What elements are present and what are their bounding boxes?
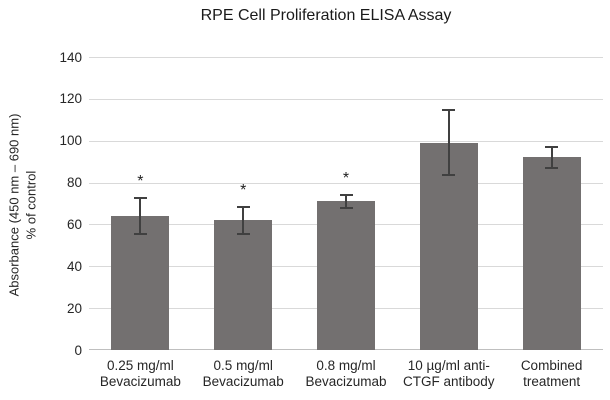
x-axis-label-line: Combined: [520, 358, 583, 373]
gridline: [89, 182, 603, 184]
bar: [419, 142, 478, 350]
x-axis-label-line: CTGF antibody: [403, 374, 495, 389]
error-bar-cap: [442, 174, 456, 177]
x-axis-label: 0.5 mg/ml Bevacizumab: [183, 358, 303, 390]
x-axis-label-line: 0.8 mg/ml: [316, 358, 376, 373]
x-axis-label-line: Bevacizumab: [202, 374, 284, 389]
gridline: [89, 57, 603, 58]
error-bar-cap: [339, 194, 353, 197]
x-axis-label: 10 µg/ml anti- CTGF antibody: [389, 358, 509, 390]
significance-asterisk: *: [137, 173, 144, 191]
y-tick-label: 100: [59, 133, 82, 149]
y-axis-title: Absorbance (450 nm – 690 nm) % of contro…: [6, 59, 42, 352]
x-axis-label-line: 0.5 mg/ml: [213, 358, 273, 373]
y-tick-label: 140: [59, 49, 82, 65]
significance-asterisk: *: [240, 181, 247, 199]
error-bar: [345, 194, 347, 209]
chart-title: RPE Cell Proliferation ELISA Assay: [200, 7, 452, 24]
error-bar: [447, 109, 450, 177]
error-bar-cap: [133, 232, 147, 235]
error-bar-cap: [133, 197, 147, 200]
bar: [522, 157, 581, 350]
y-tick-label: 80: [66, 175, 82, 191]
y-tick-label: 0: [74, 342, 82, 358]
error-bar: [139, 197, 142, 235]
error-bar-cap: [442, 109, 456, 112]
y-tick-label: 120: [59, 91, 82, 107]
y-tick-label: 20: [66, 300, 82, 316]
x-axis-label-line: Bevacizumab: [305, 374, 387, 389]
bar: [214, 220, 273, 350]
error-bar-cap: [545, 166, 559, 169]
plot-area: * * *: [89, 57, 603, 350]
x-axis-label: 0.25 mg/ml Bevacizumab: [80, 358, 200, 390]
error-bar-cap: [236, 232, 250, 235]
error-bar-cap: [236, 205, 250, 208]
error-bar: [550, 145, 553, 169]
bar: [317, 201, 375, 350]
y-axis-title-line2: % of control: [23, 170, 39, 240]
error-bar-cap: [545, 145, 559, 148]
x-axis-label: 0.8 mg/ml Bevacizumab: [286, 358, 406, 390]
y-axis-title-line1: Absorbance (450 nm – 690 nm): [6, 113, 22, 297]
x-axis-label: Combined treatment: [492, 358, 610, 390]
gridline: [89, 140, 603, 142]
significance-asterisk: *: [342, 170, 350, 188]
error-bar-cap: [339, 206, 353, 209]
x-axis-label-line: 0.25 mg/ml: [107, 358, 174, 373]
bar: [111, 216, 170, 350]
gridline: [89, 98, 603, 100]
x-axis-label-line: Bevacizumab: [99, 374, 181, 389]
error-bar: [242, 205, 245, 235]
x-axis-label-line: 10 µg/ml anti-: [407, 358, 490, 373]
y-tick-label: 60: [66, 216, 82, 232]
y-tick-label: 40: [66, 258, 82, 274]
x-axis-label-line: treatment: [523, 374, 581, 389]
